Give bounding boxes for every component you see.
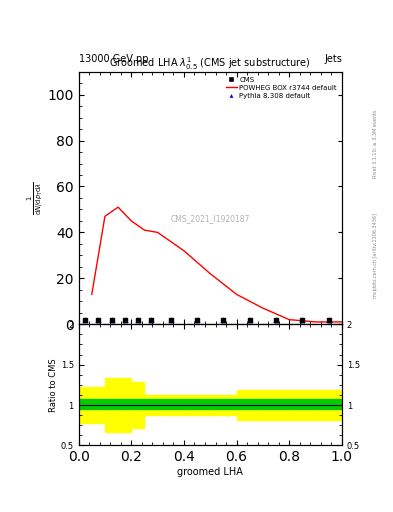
Point bbox=[95, 315, 101, 324]
Point bbox=[194, 315, 200, 324]
Title: Groomed LHA $\lambda^{1}_{0.5}$ (CMS jet substructure): Groomed LHA $\lambda^{1}_{0.5}$ (CMS jet… bbox=[110, 55, 311, 72]
Point bbox=[135, 315, 141, 324]
Point bbox=[220, 315, 226, 324]
Point bbox=[135, 315, 141, 324]
Text: mcplots.cern.ch [arXiv:1306.3436]: mcplots.cern.ch [arXiv:1306.3436] bbox=[373, 214, 378, 298]
Y-axis label: Ratio to CMS: Ratio to CMS bbox=[49, 358, 58, 412]
Point bbox=[148, 315, 154, 324]
Point bbox=[148, 315, 154, 324]
Point bbox=[82, 315, 88, 324]
Point bbox=[194, 315, 200, 324]
Point bbox=[325, 315, 332, 324]
Point bbox=[220, 315, 226, 324]
Legend: CMS, POWHEG BOX r3744 default, Pythia 8.308 default: CMS, POWHEG BOX r3744 default, Pythia 8.… bbox=[225, 75, 338, 100]
Point bbox=[121, 315, 128, 324]
Text: Rivet 3.1.10; ≥ 3.3M events: Rivet 3.1.10; ≥ 3.3M events bbox=[373, 109, 378, 178]
Point bbox=[273, 315, 279, 324]
Text: 13000 GeV pp: 13000 GeV pp bbox=[79, 54, 148, 64]
Point bbox=[273, 315, 279, 324]
Text: Jets: Jets bbox=[324, 54, 342, 64]
Point bbox=[299, 315, 306, 324]
X-axis label: groomed LHA: groomed LHA bbox=[177, 467, 243, 477]
Point bbox=[95, 315, 101, 324]
Point bbox=[299, 315, 306, 324]
Text: CMS_2021_I1920187: CMS_2021_I1920187 bbox=[171, 214, 250, 223]
Point bbox=[325, 315, 332, 324]
Point bbox=[121, 315, 128, 324]
Point bbox=[108, 315, 115, 324]
Point bbox=[167, 315, 174, 324]
Point bbox=[247, 315, 253, 324]
Point bbox=[82, 315, 88, 324]
Y-axis label: $\frac{1}{\mathrm{d}N / \mathrm{d}p_T \mathrm{d}\lambda}$: $\frac{1}{\mathrm{d}N / \mathrm{d}p_T \m… bbox=[25, 181, 44, 215]
Point bbox=[167, 315, 174, 324]
Point bbox=[108, 315, 115, 324]
Point bbox=[247, 315, 253, 324]
